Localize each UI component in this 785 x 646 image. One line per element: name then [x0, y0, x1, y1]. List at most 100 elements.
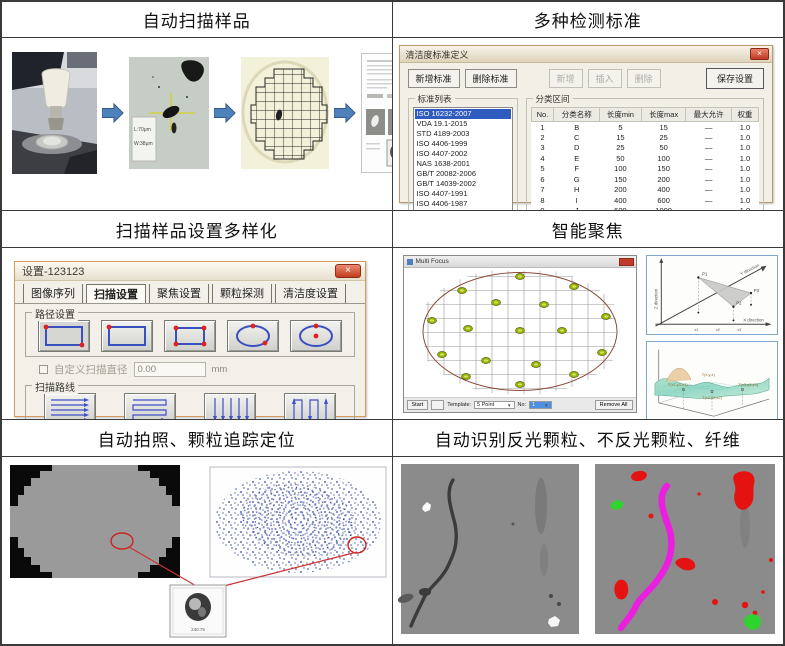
tracking-figure: 240.75 — [10, 465, 387, 638]
table-row[interactable]: 8 I 400 600 — 1.0 — [531, 195, 759, 206]
header-label: 扫描样品设置多样化 — [115, 221, 278, 241]
arrow-right-icon — [214, 102, 236, 124]
list-item[interactable]: GB/T 20082-2006 — [416, 169, 477, 178]
table-row[interactable]: 4 E 50 100 — 1.0 — [531, 153, 759, 164]
list-item[interactable]: ISO 4407-2002 — [416, 149, 468, 158]
focus-surface-diagram: T(x,y,z) T(x1,y1,z1) T(x2,y2,z2) T(x3,y3… — [645, 341, 778, 419]
multifocus-toolbar: Start Template: 5 Point ▼ No: 1 ▼ Remove A… — [403, 397, 636, 412]
insert-row-button[interactable]: 插入 — [587, 69, 622, 88]
list-item[interactable]: ISO 4406-1999 — [416, 139, 468, 148]
settings-cell: 设置-123123 × 图像序列 扫描设置 聚焦设置 颗粒探测 清洁度设置 路径… — [2, 248, 393, 420]
table-row[interactable]: 6 G 150 200 — 1.0 — [531, 174, 759, 185]
tracking-cell: 240.75 — [2, 457, 393, 644]
header-label: 自动扫描样品 — [142, 12, 251, 31]
add-standard-button[interactable]: 新增标准 — [407, 69, 460, 88]
annotation-line — [211, 551, 358, 590]
stop-button[interactable] — [431, 400, 445, 410]
dialog-title: 清洁度标准定义 — [405, 49, 469, 60]
header-smart-focus: 智能聚焦 — [392, 211, 783, 248]
table-row[interactable]: 9 J 600 1000 — 1.0 — [531, 206, 759, 211]
cell: — — [704, 143, 713, 153]
window-titlebar: Multi Focus — [403, 256, 636, 268]
diameter-input[interactable] — [133, 362, 206, 377]
fiber-highlight — [617, 482, 675, 632]
point-label: P1 — [702, 272, 708, 277]
table-row[interactable]: 2 C 15 25 — 1.0 — [531, 132, 759, 143]
cell: 8 — [540, 195, 545, 205]
chevron-down-icon: ▼ — [507, 402, 512, 408]
cell: 1 — [540, 122, 545, 132]
tab-particle-detect[interactable]: 颗粒探测 — [212, 284, 272, 303]
tab-image-sequence[interactable]: 图像序列 — [23, 284, 83, 303]
route-vertical-button[interactable] — [204, 393, 256, 419]
path-ellipse-center-button[interactable] — [290, 320, 342, 352]
focus-plane-diagram: P1 P2 P3 x1 x2 x3 Z direction Y directio… — [645, 255, 778, 335]
table-row[interactable]: 3 D 25 50 — 1.0 — [531, 143, 759, 154]
cell: 50 — [616, 153, 625, 163]
start-button[interactable]: Start — [406, 400, 429, 410]
route-horizontal-button[interactable] — [44, 393, 96, 419]
list-item[interactable]: ISO 4406-1987 — [416, 199, 468, 208]
tab-cleanliness-settings[interactable]: 清洁度设置 — [275, 284, 346, 303]
cell: 1.0 — [739, 185, 751, 195]
cell: 2 — [540, 132, 545, 142]
list-item[interactable]: ISO 16232-2007 — [414, 109, 511, 119]
close-icon[interactable]: × — [335, 264, 361, 278]
route-snake-horizontal-button[interactable] — [124, 393, 176, 419]
cell: 600 — [657, 195, 670, 205]
standards-dialog: 清洁度标准定义 × 新增标准 删除标准 新增 插入 删除 保存设置 标准列表 I… — [398, 45, 773, 210]
tick-label: x3 — [737, 328, 741, 332]
standards-cell: 清洁度标准定义 × 新增标准 删除标准 新增 插入 删除 保存设置 标准列表 I… — [392, 38, 783, 211]
point-label: P2 — [736, 301, 742, 306]
measure-label: L:70μm — [134, 127, 151, 133]
custom-diameter-checkbox[interactable] — [39, 365, 48, 374]
delete-standard-button[interactable]: 删除标准 — [464, 69, 517, 88]
close-icon[interactable]: × — [750, 48, 769, 60]
delete-row-button[interactable]: 删除 — [626, 69, 661, 88]
point-label: P3 — [753, 288, 759, 293]
remove-all-button[interactable]: Remove All — [594, 400, 633, 410]
route-snake-vertical-button[interactable] — [284, 393, 336, 419]
path-rect-1dot-button[interactable] — [101, 320, 153, 352]
cell: 100 — [614, 164, 627, 174]
new-row-button[interactable]: 新增 — [548, 69, 583, 88]
save-settings-button[interactable]: 保存设置 — [705, 68, 764, 89]
header-label: 智能聚焦 — [551, 221, 624, 241]
tab-focus-settings[interactable]: 聚焦设置 — [149, 284, 209, 303]
list-item[interactable]: STD 4189-2003 — [416, 129, 470, 138]
cell: 150 — [657, 164, 670, 174]
table-row[interactable]: 1 B 5 15 — 1.0 — [531, 122, 759, 133]
dialog-title: 设置-123123 — [22, 266, 85, 278]
surface-label: T(x,y,z) — [701, 372, 715, 377]
cell: 15 — [616, 132, 625, 142]
cell: J — [574, 206, 579, 211]
path-ellipse-dots-button[interactable] — [227, 320, 279, 352]
table-row[interactable]: 7 H 200 400 — 1.0 — [531, 185, 759, 196]
cell: 1.0 — [739, 195, 751, 205]
cell: E — [574, 153, 580, 163]
table-row[interactable]: 5 F 100 150 — 1.0 — [531, 164, 759, 175]
close-icon[interactable] — [618, 257, 634, 266]
custom-diameter-row: 自定义扫描直径 mm — [39, 362, 365, 377]
classified-image — [594, 464, 775, 634]
cell: 150 — [614, 174, 627, 184]
number-dropdown[interactable]: 1 ▼ — [529, 401, 552, 409]
tab-scan-settings[interactable]: 扫描设置 — [86, 284, 146, 303]
col-header: 最大允许 — [685, 107, 732, 122]
list-item[interactable]: ISO 4407-1991 — [416, 189, 468, 198]
list-item[interactable]: VDA 19.1-2015 — [416, 119, 468, 128]
template-dropdown[interactable]: 5 Point ▼ — [474, 401, 515, 409]
list-item[interactable]: NAS 1638-2001 — [416, 159, 470, 168]
surface-label: T(x1,y1,z1) — [667, 382, 688, 387]
list-item[interactable]: GB/T 14039-2002 — [416, 179, 477, 188]
cell: 200 — [614, 185, 627, 195]
cell: 1.0 — [739, 132, 751, 142]
tick-label: x1 — [694, 328, 698, 332]
standards-body: 标准列表 ISO 16232-2007 VDA 19.1-2015 STD 41… — [400, 92, 773, 211]
cell: 200 — [657, 174, 670, 184]
list-item[interactable]: GJB 420B-2006 — [415, 209, 511, 210]
path-rect-2dots-button[interactable] — [38, 320, 90, 352]
standards-listbox[interactable]: ISO 16232-2007 VDA 19.1-2015 STD 4189-20… — [412, 107, 513, 210]
app-icon — [406, 258, 413, 265]
path-rect-4dots-button[interactable] — [164, 320, 216, 352]
